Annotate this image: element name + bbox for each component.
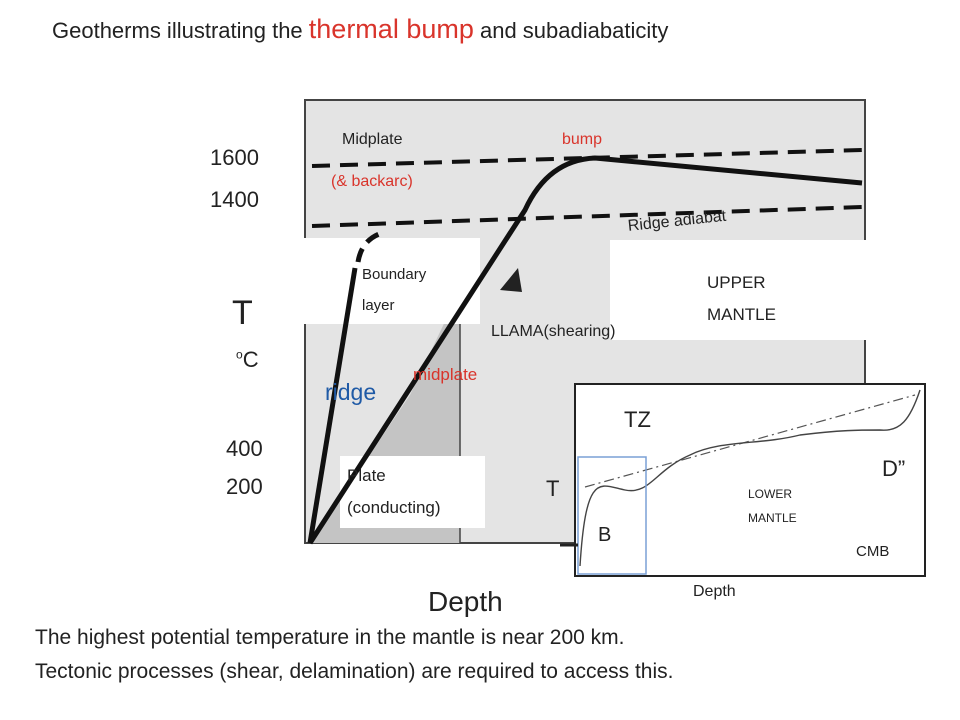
inset-adiabat-line (584, 394, 916, 488)
llama-label: LLAMA(shearing) (491, 323, 616, 340)
arrowhead-inner (500, 268, 522, 292)
backarc-label: (& backarc) (331, 173, 413, 190)
upper-mantle-label-bg (610, 240, 872, 340)
ridge-boundary-curve (355, 229, 386, 263)
boundary-layer-label-1: Boundary (362, 266, 427, 283)
ridge-geotherm-line (307, 267, 358, 544)
y-tick-400: 400 (226, 436, 263, 461)
inset-d-double-prime-label: D” (882, 456, 906, 481)
title-highlight: thermal bump (308, 14, 474, 44)
slide-title: Geotherms illustrating the thermal bump … (52, 14, 668, 45)
title-suffix: and subadiabaticity (473, 18, 669, 43)
inset-lower-mantle-label-2: MANTLE (748, 511, 797, 525)
y-axis-unit-letter: C (242, 347, 259, 372)
boundary-layer-label-2: layer (362, 297, 395, 314)
upper-mantle-label-1: UPPER (707, 273, 766, 292)
inset-lower-mantle-label-1: LOWER (748, 487, 793, 501)
inset-depth-label: Depth (693, 583, 736, 600)
upper-mantle-label-2: MANTLE (707, 305, 776, 324)
plate-label-1: Plate (347, 466, 386, 485)
title-prefix: Geotherms illustrating the (52, 18, 309, 43)
footer-line-1: The highest potential temperature in the… (35, 626, 625, 649)
y-axis-unit: oC (236, 347, 259, 373)
footer-line-2: Tectonic processes (shear, delamination)… (35, 660, 674, 683)
midplate-top-label: Midplate (342, 131, 403, 148)
inset-frame (574, 383, 926, 577)
bump-label: bump (562, 131, 603, 148)
x-axis-label: Depth (428, 586, 503, 617)
boundary-layer-label-bg (300, 238, 480, 324)
inset-tz-label: TZ (624, 407, 651, 432)
ridge-label: ridge (325, 379, 377, 405)
y-axis-label: T (232, 294, 253, 332)
midplate-dashed-line (311, 148, 863, 168)
plate-label-2: (conducting) (347, 498, 441, 517)
y-axis-unit-degree: o (236, 347, 243, 362)
inset-cmb-label: CMB (856, 543, 890, 560)
midplate-label: midplate (413, 365, 478, 384)
ridge-adiabat-dashed-line (311, 205, 863, 228)
inset-t-label: T (546, 476, 560, 501)
plate-label-bg (340, 456, 485, 528)
boundary-highlight-box (577, 456, 647, 575)
y-tick-200: 200 (226, 474, 263, 499)
footer-text: The highest potential temperature in the… (35, 621, 673, 689)
midplate-geotherm-line (307, 155, 863, 545)
y-tick-1600: 1600 (210, 145, 259, 170)
inset-b-label: B (598, 524, 612, 546)
inset-geotherm-curve (579, 389, 921, 567)
y-tick-1400: 1400 (210, 187, 259, 212)
